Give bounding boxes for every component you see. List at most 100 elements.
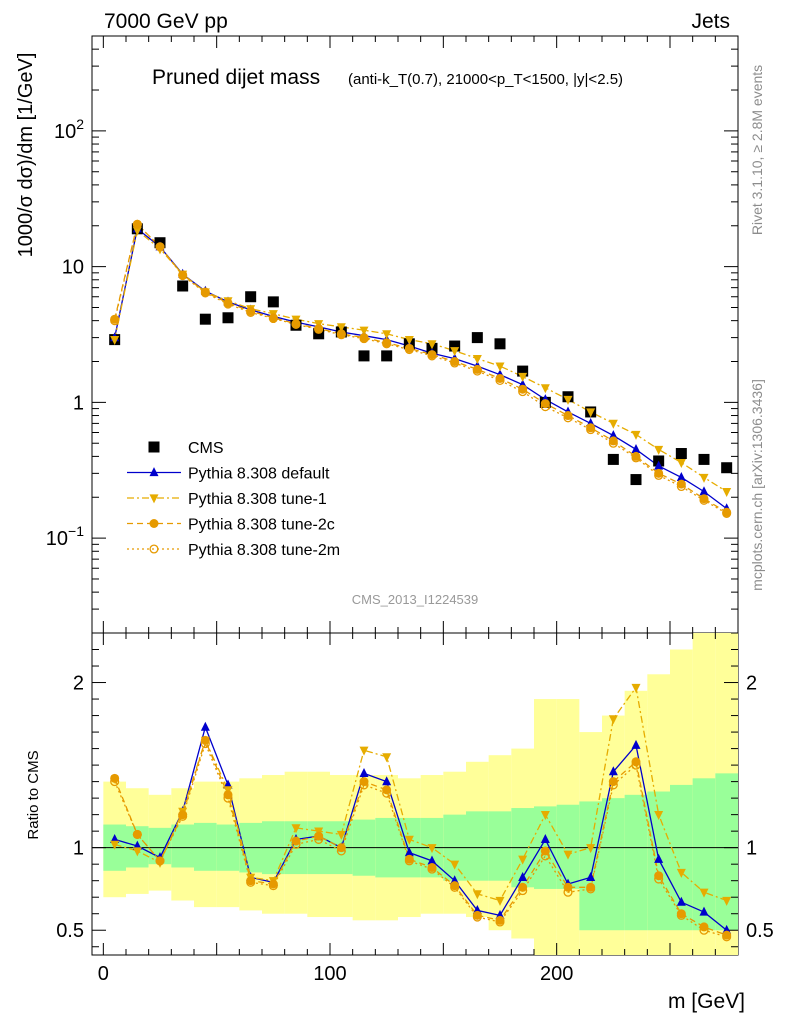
pythia-8-308-tune-2m-point [336, 330, 346, 340]
ratio-pythia-8-308-tune-2m-point [722, 932, 732, 942]
pythia-8-308-tune-1-point [359, 326, 369, 336]
ratio-y-tick-label-right: 0.5 [746, 920, 774, 942]
pythia-8-308-tune-2m-point [450, 358, 460, 368]
legend-label: Pythia 8.308 tune-2c [188, 517, 335, 534]
ratio-pythia-8-308-tune-1-point [382, 753, 392, 763]
pythia-8-308-tune-2m-point [223, 299, 233, 309]
ratio-pythia-8-308-tune-2m-line [114, 741, 727, 938]
stat-uncertainty-band [556, 804, 580, 889]
ratio-pythia-8-308-default-point [540, 834, 550, 844]
stat-uncertainty-band [670, 784, 693, 931]
cms-point [721, 462, 733, 474]
pythia-8-308-tune-1-point [676, 459, 686, 469]
y-tick-label: 1 [73, 392, 84, 414]
cms-point [630, 474, 642, 486]
ratio-pythia-8-308-tune-2m-point [563, 887, 573, 897]
ratio-pythia-8-308-tune-2m-point [132, 829, 142, 840]
x-tick-label: 0 [98, 963, 109, 985]
pythia-8-308-tune-2m-line [114, 223, 727, 514]
legend-marker [149, 494, 159, 504]
ratio-pythia-8-308-tune-1-point [586, 844, 596, 854]
cms-point [607, 453, 619, 465]
pythia-8-308-tune-1-point [699, 473, 709, 483]
cms-point [177, 280, 189, 292]
chart-subtitle: (anti-k_T(0.7), 21000<p_T<1500, |y|<2.5) [348, 71, 623, 88]
x-axis-label: m [GeV] [668, 990, 745, 1013]
pythia-8-308-tune-1-point [382, 330, 392, 340]
ratio-pythia-8-308-tune-1-point [427, 844, 437, 854]
pythia-8-308-tune-2c-point [608, 436, 618, 446]
pythia-8-308-tune-2m-point [563, 413, 573, 423]
pythia-8-308-tune-1-point [110, 336, 120, 346]
ratio-pythia-8-308-tune-2m-point [291, 839, 301, 849]
cms-point [471, 332, 483, 344]
pythia-8-308-tune-2m-point [586, 425, 596, 435]
stat-uncertainty-band [602, 798, 625, 931]
analysis-id-watermark: CMS_2013_I1224539 [352, 592, 479, 607]
ratio-pythia-8-308-tune-1-point [450, 860, 460, 870]
pythia-8-308-tune-2m-point [495, 375, 505, 386]
x-tick-label: 100 [313, 963, 346, 985]
pythia-8-308-default-point [631, 444, 641, 454]
pythia-8-308-tune-1-point [722, 488, 732, 498]
pythia-8-308-tune-2c-point [155, 242, 165, 252]
ratio-pythia-8-308-tune-2m-point [676, 910, 686, 920]
pythia-8-308-tune-2m-point [699, 495, 709, 505]
ratio-pythia-8-308-tune-2m-point [540, 851, 550, 861]
header-right-text: Jets [691, 10, 730, 33]
pythia-8-308-tune-2m-point [676, 481, 686, 492]
pythia-8-308-tune-2m-point [200, 288, 210, 298]
ratio-pythia-8-308-tune-2m-point [246, 877, 256, 887]
ratio-pythia-8-308-tune-1-line [114, 685, 727, 902]
pythia-8-308-default-point [654, 460, 664, 470]
header-left-text: 7000 GeV pp [104, 10, 228, 33]
pythia-8-308-tune-1-point [586, 408, 596, 418]
ratio-pythia-8-308-tune-2m-point [314, 834, 324, 844]
ratio-pythia-8-308-default-point [699, 906, 709, 916]
cms-point [222, 312, 234, 324]
ratio-pythia-8-308-tune-2c-point [132, 829, 142, 839]
cms-point [675, 448, 687, 460]
ratio-pythia-8-308-tune-2m-point [654, 874, 664, 884]
stat-uncertainty-band [466, 811, 489, 881]
stat-uncertainty-band [579, 801, 602, 931]
pythia-8-308-tune-1-line [114, 229, 728, 493]
cms-point [494, 338, 506, 350]
stat-uncertainty-band [171, 824, 194, 868]
stat-uncertainty-band [692, 778, 716, 931]
ratio-pythia-8-308-default-point [608, 766, 618, 776]
cms-point [517, 365, 529, 377]
ratio-pythia-8-308-tune-2m-point [450, 882, 460, 892]
ratio-pythia-8-308-tune-2m-point [223, 793, 233, 803]
legend-label: Pythia 8.308 tune-1 [188, 491, 327, 508]
pythia-8-308-tune-1-point [404, 336, 414, 346]
pythia-8-308-tune-1-point [450, 347, 460, 357]
ratio-y-tick-label: 2 [73, 673, 84, 695]
ratio-pythia-8-308-tune-1-point [518, 855, 528, 865]
pythia-8-308-tune-2c-point [563, 411, 573, 421]
ratio-pythia-8-308-default-point [631, 739, 641, 749]
pythia-8-308-tune-2m-point [110, 316, 120, 326]
legend-marker [149, 467, 159, 477]
ratio-pythia-8-308-tune-1-point [699, 888, 709, 898]
pythia-8-308-tune-2c-point [472, 364, 482, 374]
pythia-8-308-tune-2c-point [676, 479, 686, 489]
cms-point [698, 453, 710, 465]
stat-uncertainty-band [715, 773, 738, 931]
pythia-8-308-tune-2m-point [722, 508, 732, 518]
ratio-pythia-8-308-tune-2m-point [110, 777, 120, 787]
ratio-pythia-8-308-tune-2c-point [155, 856, 165, 866]
pythia-8-308-tune-2m-point [472, 366, 482, 376]
ratio-pythia-8-308-tune-2m-point [359, 780, 369, 790]
ratio-pythia-8-308-tune-2c-line [114, 738, 727, 936]
ratio-pythia-8-308-tune-2m-point [382, 788, 392, 798]
cms-point [267, 296, 279, 308]
mcplots-reference-label: mcplots.cern.ch [arXiv:1306.3436] [749, 379, 765, 591]
ratio-pythia-8-308-tune-2m-point [178, 811, 188, 821]
ratio-pythia-8-308-tune-1-point [631, 683, 641, 693]
ratio-pythia-8-308-tune-2m-point [336, 846, 346, 856]
ratio-pythia-8-308-default-point [359, 767, 369, 777]
ratio-pythia-8-308-default-point [518, 871, 528, 881]
ratio-pythia-8-308-tune-1-point [654, 811, 664, 821]
ratio-pythia-8-308-tune-2m-point [268, 881, 278, 891]
